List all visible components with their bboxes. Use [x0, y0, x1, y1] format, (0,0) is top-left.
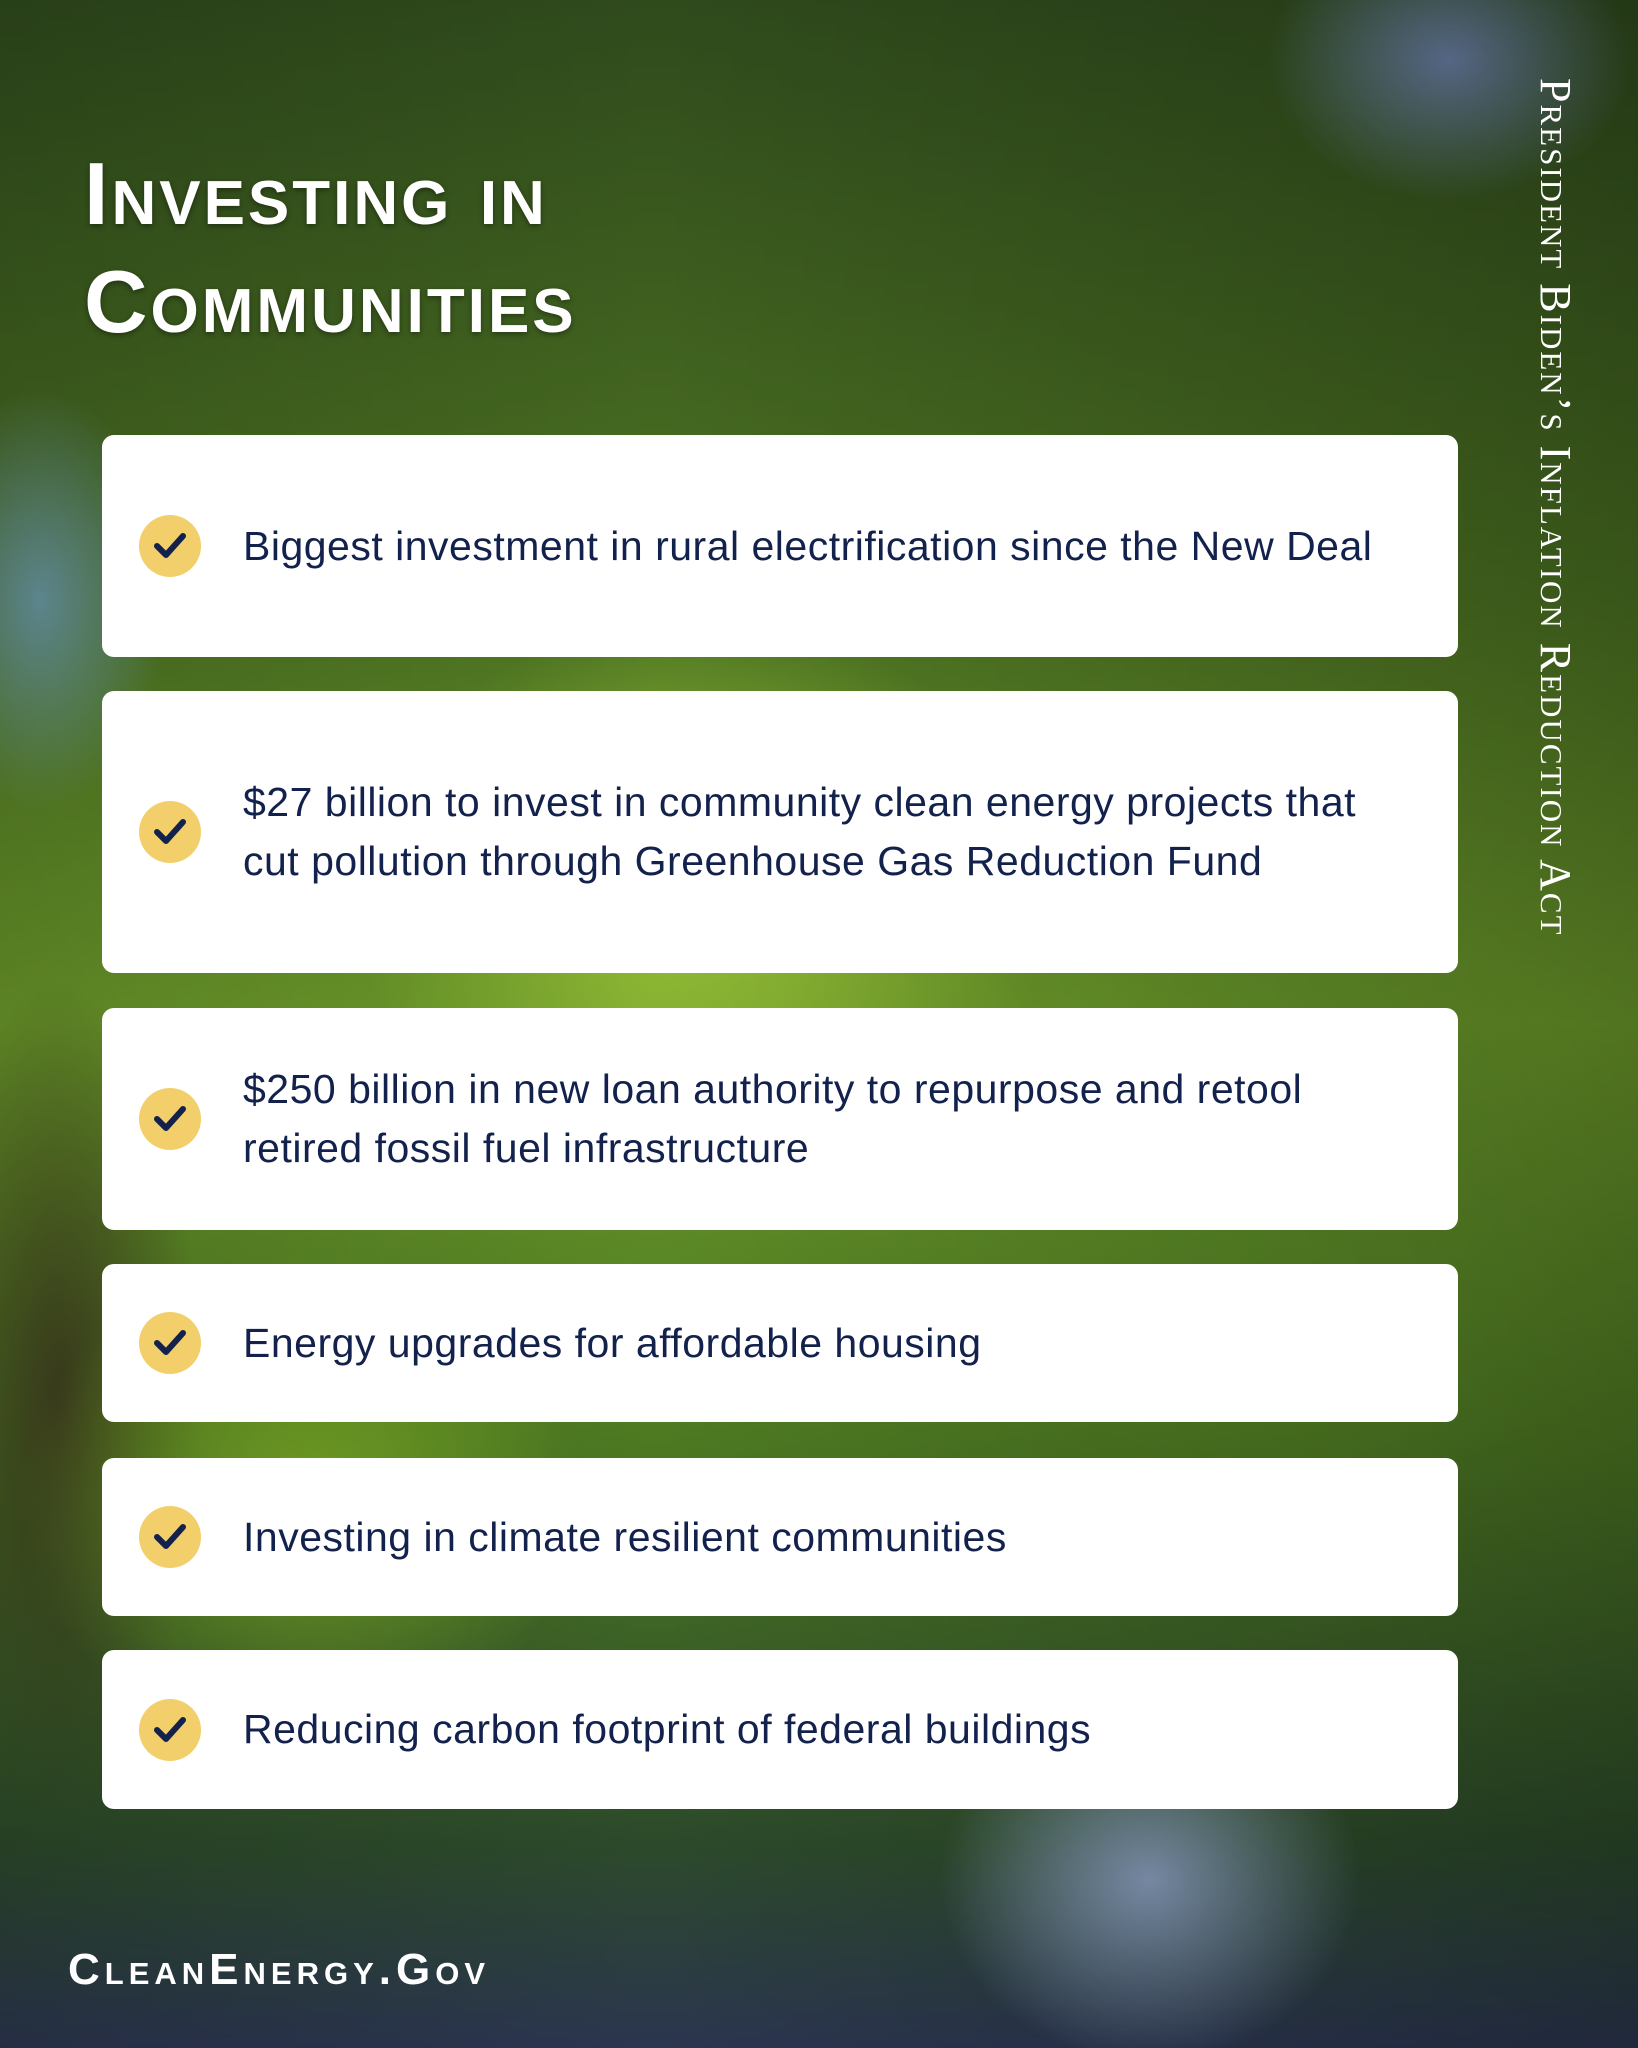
- list-item-text: Investing in climate resilient communiti…: [243, 1513, 1007, 1560]
- check-icon: [139, 801, 201, 863]
- list-item-text: Reducing carbon footprint of federal bui…: [243, 1706, 1092, 1752]
- list-item: $250 billion in new loan authority to re…: [102, 1008, 1458, 1230]
- list-item: Energy upgrades for affordable housing: [102, 1264, 1458, 1422]
- check-icon: [139, 515, 201, 577]
- page-title: Investing in Communities: [84, 140, 577, 356]
- list-item-text: Biggest investment in rural electrificat…: [243, 522, 1373, 569]
- list-item-text: $250 billion in new loan authority to re…: [243, 1066, 1303, 1171]
- title-line-1: Investing in: [84, 144, 548, 243]
- check-icon: [139, 1698, 201, 1761]
- side-label: President Biden’s Inflation Reduction Ac…: [1531, 78, 1580, 937]
- footer-site: CleanEnergy.Gov: [68, 1945, 490, 1994]
- list-item: Investing in climate resilient communiti…: [102, 1458, 1458, 1616]
- check-icon: [139, 1506, 201, 1568]
- list-item: $27 billion to invest in community clean…: [102, 691, 1458, 973]
- list-item: Reducing carbon footprint of federal bui…: [102, 1650, 1458, 1809]
- list-item-text: Energy upgrades for affordable housing: [243, 1319, 982, 1366]
- title-line-2: Communities: [84, 252, 577, 351]
- check-icon: [139, 1088, 201, 1150]
- list-item: Biggest investment in rural electrificat…: [102, 435, 1458, 657]
- check-icon: [139, 1312, 201, 1374]
- list-item-text: $27 billion to invest in community clean…: [243, 779, 1357, 884]
